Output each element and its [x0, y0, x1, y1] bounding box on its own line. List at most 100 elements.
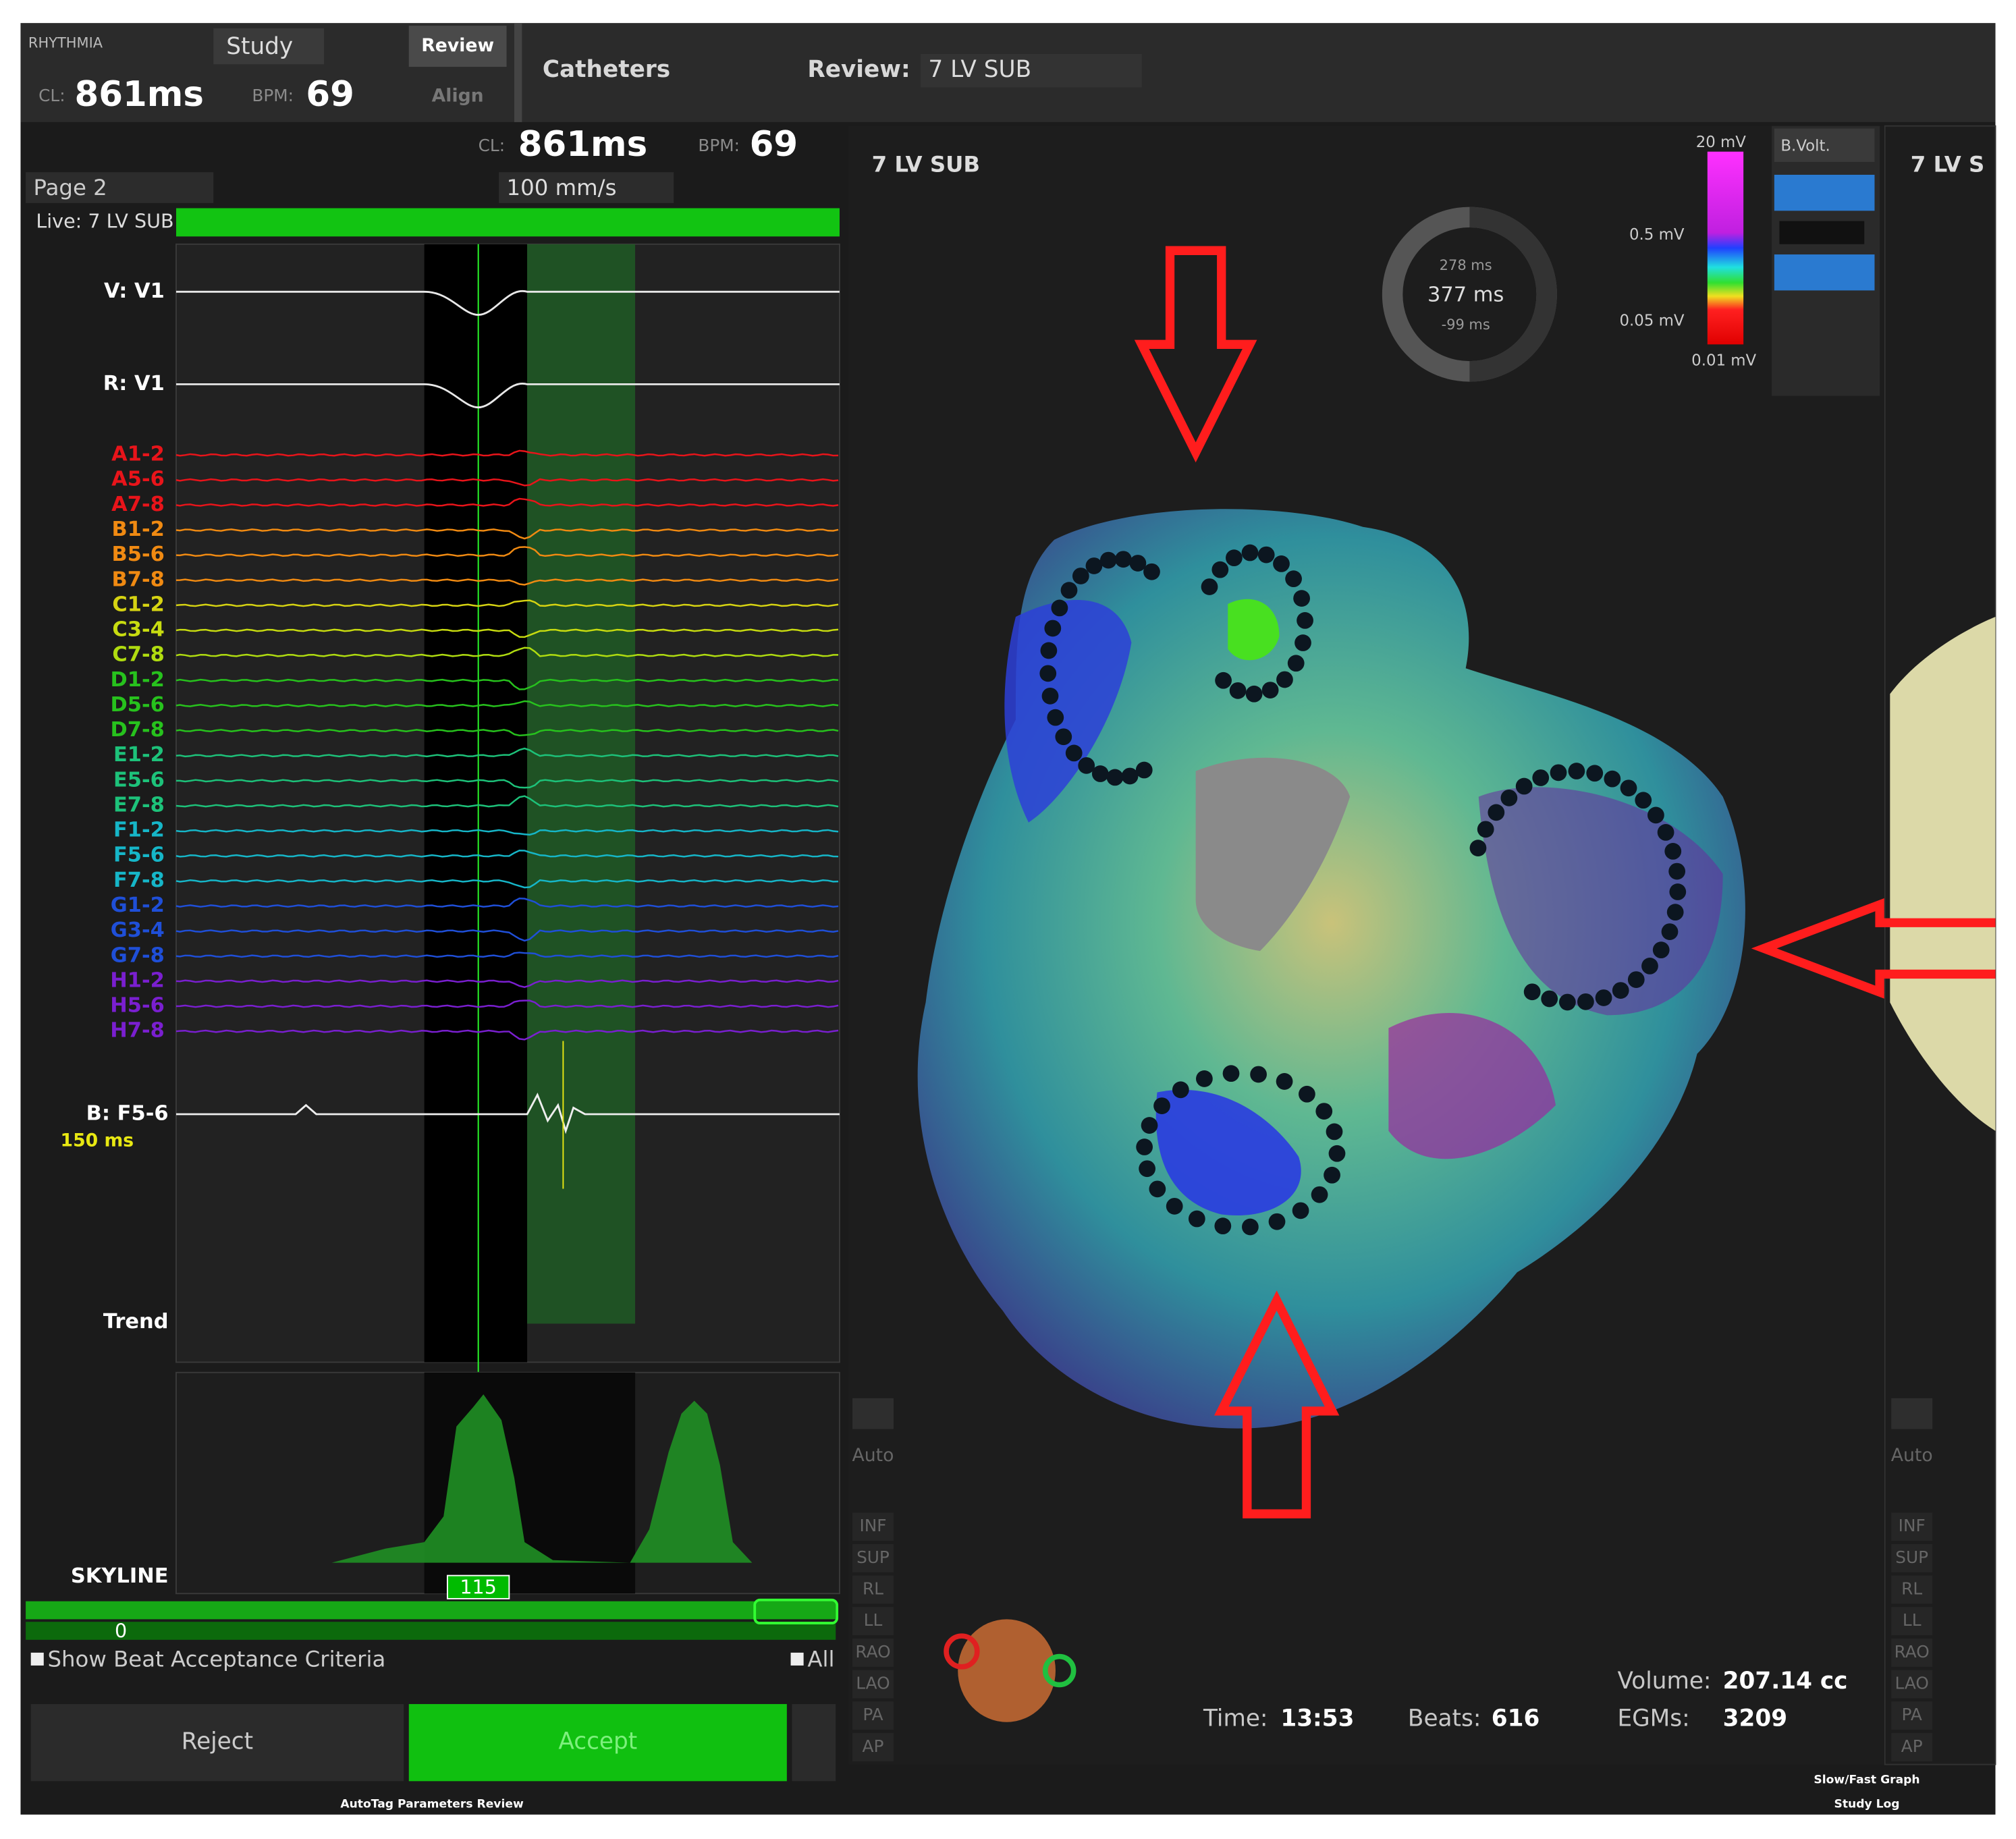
map-panel: 7 LV SUB 7 LV S 278 ms 377 ms -99 ms 20 … [848, 125, 1996, 1811]
lesion-dot [1577, 993, 1594, 1010]
view-button[interactable] [1891, 1701, 1933, 1730]
tool-button[interactable] [852, 1398, 894, 1429]
channel-trace [175, 979, 839, 988]
bipolar-trace [175, 1093, 840, 1134]
review-tab-label: Review [421, 35, 494, 56]
time-value: 13:53 [1280, 1705, 1354, 1732]
view-button[interactable] [1891, 1543, 1933, 1572]
map-tool-button[interactable] [1774, 174, 1875, 211]
all-checkbox[interactable] [790, 1652, 804, 1666]
orientation-marker [1042, 1653, 1077, 1688]
options-button[interactable] [792, 1704, 836, 1782]
lesion-dot [1241, 544, 1259, 561]
lesion-dot [1666, 904, 1684, 921]
channel-label: C3-4 [112, 618, 164, 642]
view-button[interactable] [852, 1607, 894, 1636]
page-dropdown[interactable] [26, 172, 214, 203]
lesion-dot [1229, 682, 1247, 699]
lesion-dot [1500, 789, 1518, 806]
view-button[interactable] [1891, 1512, 1933, 1541]
review-dropdown[interactable] [920, 53, 1142, 88]
view-button[interactable] [852, 1512, 894, 1541]
beats-label: Beats: [1408, 1705, 1481, 1732]
study-log-link[interactable]: Study Log [1834, 1798, 1899, 1811]
ring-top: 278 ms [1440, 257, 1492, 273]
channel-trace [175, 795, 839, 808]
reject-button[interactable] [30, 1704, 404, 1782]
view-label: RL [1901, 1579, 1922, 1599]
view-button[interactable] [1891, 1732, 1933, 1761]
bipolar-label: B: F5-6 [86, 1101, 169, 1125]
logo: RHYTHMIA [28, 35, 103, 51]
view-button[interactable] [852, 1543, 894, 1572]
align-tab-label[interactable]: Align [432, 85, 484, 106]
window-ring-arc [1469, 207, 1557, 382]
ring-bottom: -99 ms [1442, 317, 1490, 333]
lesion-dot [1641, 958, 1658, 975]
channel-trace [175, 578, 839, 586]
channel-label: G7-8 [111, 943, 165, 967]
lesion-dot [1668, 862, 1686, 880]
low-voltage-region [1004, 600, 1132, 823]
view-label: RAO [1895, 1642, 1930, 1662]
channel-label: C7-8 [112, 643, 164, 667]
catheters-label[interactable]: Catheters [543, 56, 670, 83]
scale-label: 0.01 mV [1691, 352, 1756, 370]
view-button[interactable] [852, 1701, 894, 1730]
view-button[interactable] [852, 1575, 894, 1604]
lesion-dot [1166, 1197, 1183, 1215]
slow-fast-link[interactable]: Slow/Fast Graph [1814, 1773, 1919, 1786]
skyline-value-box [446, 1574, 510, 1599]
channel-label: A5-6 [111, 468, 165, 491]
view-label: AP [1901, 1736, 1923, 1756]
tool-button[interactable] [1891, 1398, 1933, 1429]
scale-label: 20 mV [1696, 134, 1747, 151]
map-title: 7 LV SUB [872, 152, 981, 177]
lesion-dot [1532, 769, 1550, 786]
study-dropdown[interactable] [213, 28, 325, 65]
view-button[interactable] [1891, 1575, 1933, 1604]
channel-label: E5-6 [113, 768, 165, 792]
voltage-scale [1707, 151, 1744, 345]
view-label: PA [1902, 1705, 1922, 1724]
view-button[interactable] [852, 1732, 894, 1761]
view-label: RAO [855, 1642, 890, 1662]
lesion-dot [1222, 1065, 1240, 1082]
view-button[interactable] [1891, 1638, 1933, 1667]
review-value: 7 LV SUB [928, 56, 1031, 83]
lesion-dot [1214, 1217, 1232, 1235]
lesion-dot [1477, 821, 1494, 838]
cl-value: 861ms [518, 124, 648, 165]
second-map-title: 7 LV S [1911, 152, 1985, 177]
lesion-dot [1044, 620, 1062, 637]
lesion-dot [1078, 757, 1095, 774]
lesion-dot [1647, 806, 1664, 824]
ring-center: 377 ms [1427, 283, 1504, 306]
view-button[interactable] [1891, 1607, 1933, 1636]
bipolar-window: 150 ms [61, 1130, 134, 1151]
beat-selector[interactable] [753, 1598, 839, 1624]
criteria-checkbox[interactable] [30, 1652, 44, 1666]
view-button[interactable] [852, 1638, 894, 1667]
view-button[interactable] [852, 1670, 894, 1699]
view-button[interactable] [1891, 1670, 1933, 1699]
lesion-dot [1612, 982, 1629, 999]
lesion-dot [1106, 769, 1124, 786]
map-slider[interactable] [1779, 221, 1865, 244]
bpm-label: BPM: [698, 136, 740, 155]
lesion-dot [1245, 685, 1263, 703]
review-tab[interactable] [408, 26, 507, 67]
bpm-value: 69 [306, 74, 354, 115]
channel-trace [175, 497, 839, 507]
lesion-dot [1293, 590, 1310, 607]
scale-label: 0.05 mV [1619, 312, 1684, 330]
map-tool-button[interactable] [1774, 254, 1875, 291]
accept-button[interactable] [408, 1704, 787, 1782]
speed-dropdown[interactable] [499, 172, 674, 203]
lesion-dot [1040, 642, 1058, 659]
lesion-dot [1276, 1073, 1293, 1090]
arrow-up [1214, 1290, 1340, 1518]
map-type-dropdown[interactable] [1774, 128, 1875, 162]
beat-bar-2 [26, 1622, 836, 1640]
